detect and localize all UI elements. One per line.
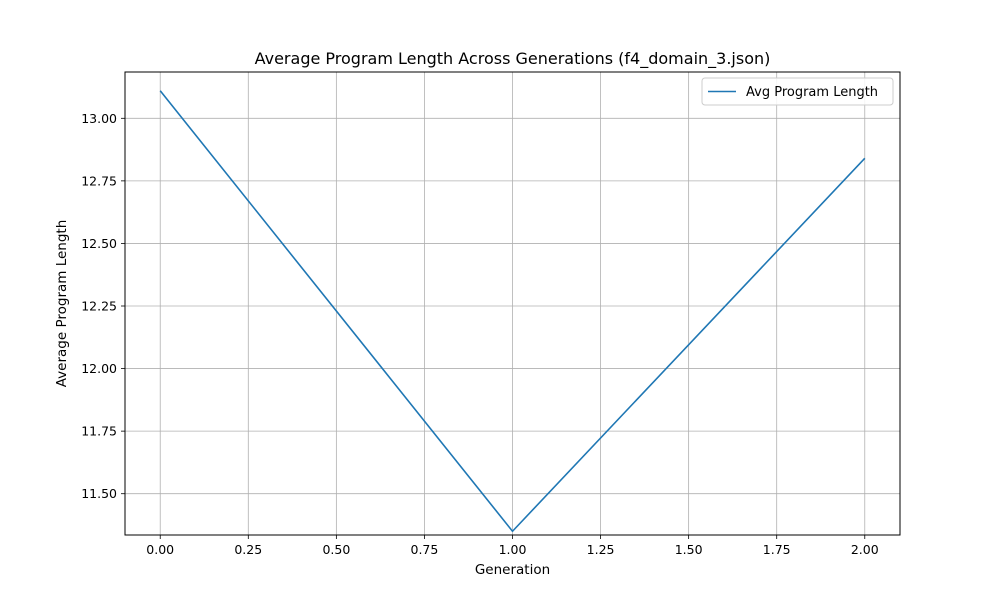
legend: Avg Program Length (701, 77, 894, 106)
legend-box (701, 77, 894, 106)
y-tick-label: 12.75 (81, 173, 117, 188)
legend-label: Avg Program Length (746, 85, 878, 100)
grid (125, 72, 900, 535)
x-tick-label: 0.25 (234, 542, 262, 557)
x-tick-label: 1.50 (675, 542, 703, 557)
ticks: 0.00 0.25 0.50 0.75 1.00 1.25 1.50 1.75 2.00 11.5… (81, 111, 879, 557)
y-tick-label: 11.50 (81, 486, 117, 501)
y-tick-label: 12.00 (81, 361, 117, 376)
x-tick-label: 0.00 (146, 542, 174, 557)
x-tick-label: 1.75 (763, 542, 791, 557)
chart-title: Average Program Length Across Generation… (255, 49, 771, 69)
y-axis-label: Average Program Length (54, 220, 70, 388)
x-axis-label: Generation (475, 562, 550, 578)
x-tick-label: 2.00 (851, 542, 879, 557)
y-tick-label: 12.50 (81, 236, 117, 251)
y-tick-label: 13.00 (81, 111, 117, 126)
x-tick-label: 1.00 (499, 542, 527, 557)
x-tick-label: 1.25 (587, 542, 615, 557)
x-tick-label: 0.50 (322, 542, 350, 557)
y-tick-label: 12.25 (81, 299, 117, 314)
y-tick-label: 11.75 (81, 424, 117, 439)
series-line (159, 90, 866, 533)
series-layer (159, 90, 866, 533)
x-tick-label: 0.75 (411, 542, 439, 557)
